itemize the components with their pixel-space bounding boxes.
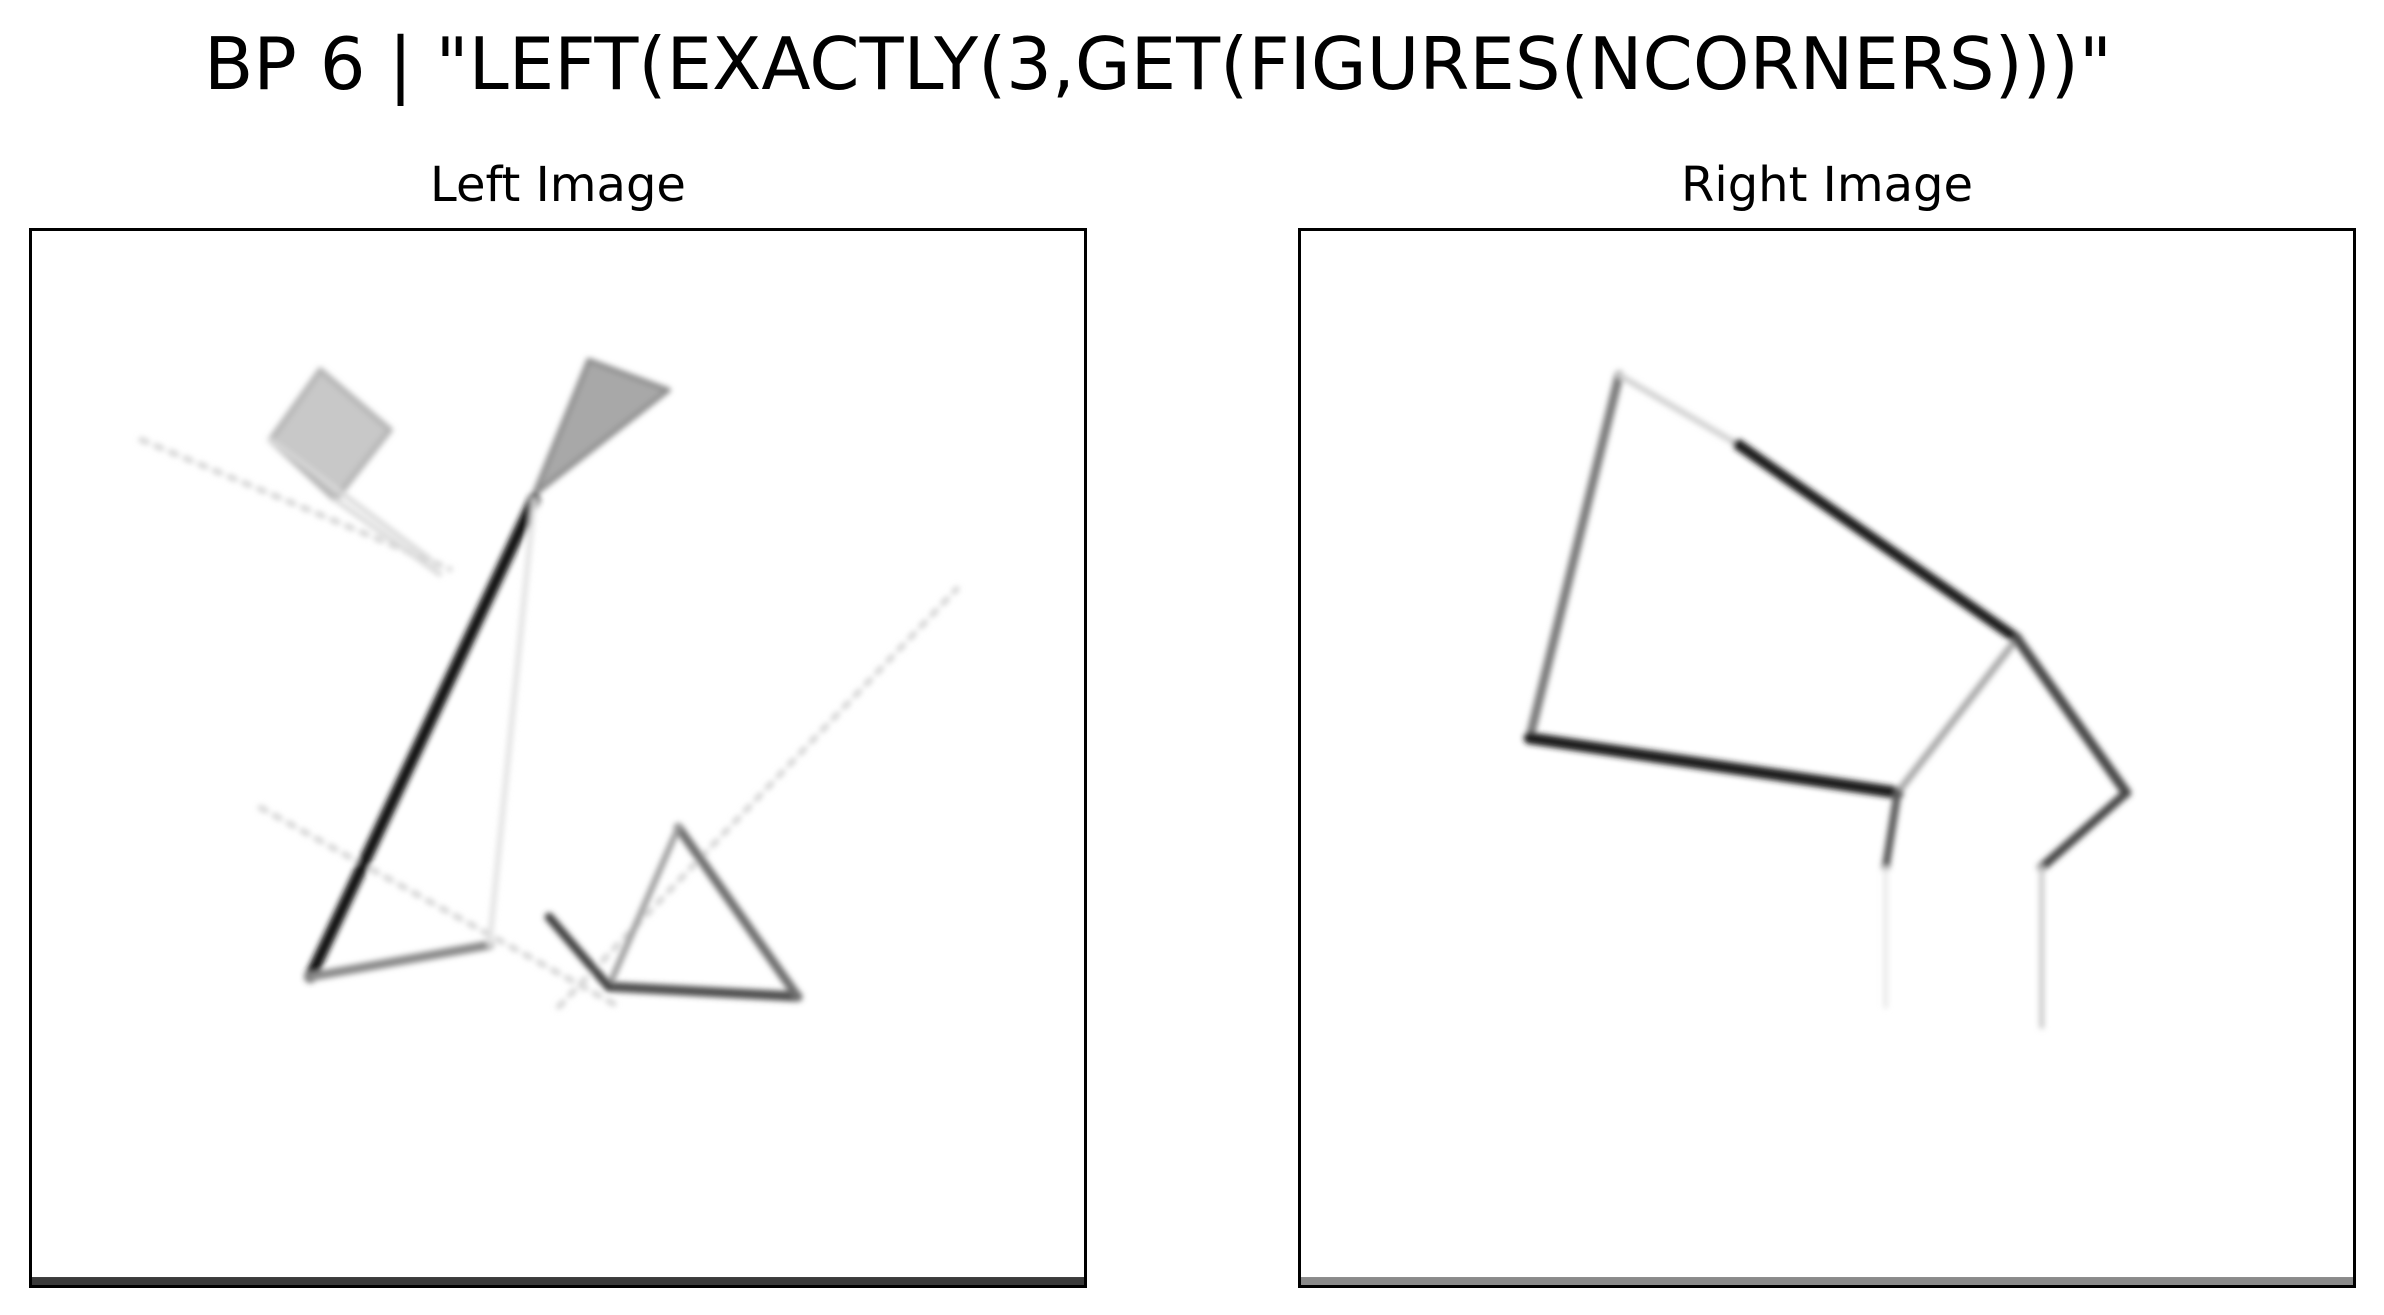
left-image-panel [29, 228, 1087, 1288]
left-image-drawing [32, 357, 1084, 1285]
right-image-title: Right Image [1681, 157, 1973, 213]
figure-title: BP 6 | "LEFT(EXACTLY(3,GET(FIGURES(NCORN… [204, 22, 2112, 106]
right-image-panel [1298, 228, 2356, 1288]
left-image-title: Left Image [430, 157, 686, 213]
right-image-drawing [1301, 370, 2353, 1285]
